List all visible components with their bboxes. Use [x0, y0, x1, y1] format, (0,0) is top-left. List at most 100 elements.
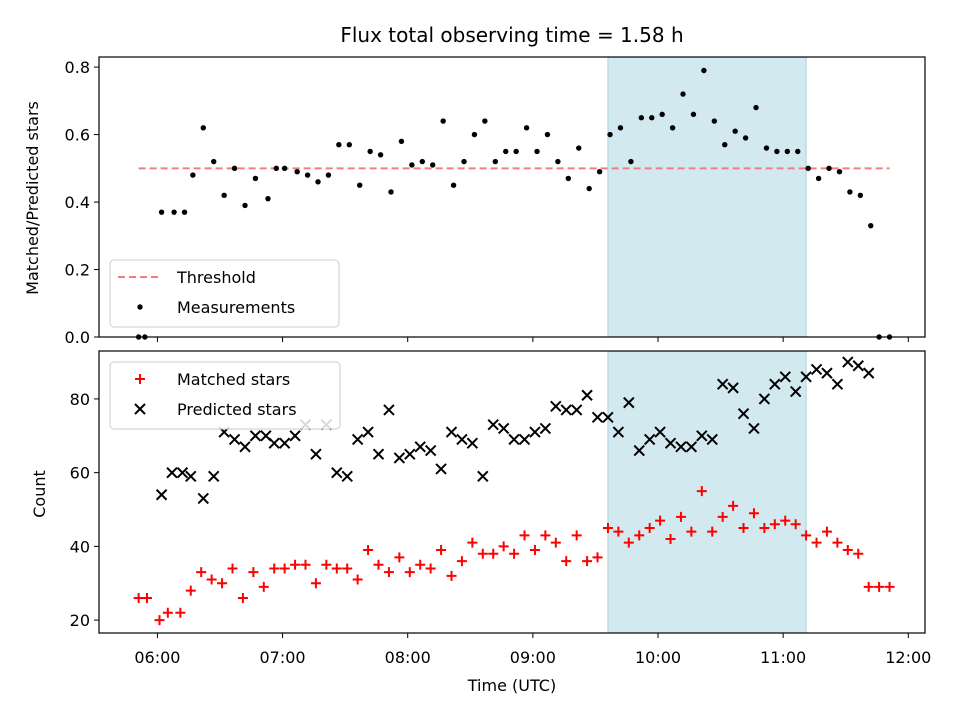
matched-stars-point — [540, 530, 551, 541]
measurement-point — [200, 125, 206, 131]
matched-stars-point — [801, 530, 812, 541]
measurement-point — [171, 209, 177, 215]
measurement-point — [680, 91, 686, 97]
matched-stars-point — [832, 537, 843, 548]
matched-stars-point — [279, 563, 290, 574]
matched-stars-point — [884, 581, 895, 592]
measurement-point — [503, 148, 509, 155]
matched-stars-point — [363, 545, 374, 556]
legend-label: Threshold — [176, 268, 256, 287]
measurement-point — [617, 125, 624, 131]
measurement-point — [711, 118, 718, 124]
measurement-point — [211, 158, 217, 165]
matched-stars-point — [707, 526, 718, 537]
measurement-point — [836, 168, 843, 175]
predicted-stars-point — [155, 489, 168, 501]
matched-stars-point — [477, 548, 488, 559]
matched-stars-point — [141, 592, 152, 603]
matched-stars-point — [728, 500, 739, 511]
matched-stars-point — [571, 530, 582, 541]
predicted-stars-point — [185, 470, 197, 483]
matched-stars-point — [488, 548, 499, 559]
legend-label: Measurements — [177, 298, 295, 317]
predicted-stars-point — [310, 448, 322, 460]
matched-stars-point — [456, 556, 467, 567]
predicted-stars-point — [821, 367, 833, 379]
predicted-stars-point — [362, 426, 374, 438]
legend-measurements-swatch — [137, 304, 143, 310]
predicted-stars-point — [664, 437, 677, 449]
measurement-point — [492, 158, 499, 165]
predicted-stars-point — [800, 371, 812, 383]
matched-stars-point — [842, 545, 853, 556]
matched-stars-point — [415, 559, 426, 570]
legend-predicted-swatch — [134, 403, 146, 415]
matched-stars-point — [248, 567, 259, 578]
matched-stars-point — [394, 552, 405, 563]
matched-stars-point — [561, 556, 572, 567]
matched-stars-point — [237, 592, 248, 603]
predicted-stars-point — [696, 430, 708, 442]
measurement-point — [471, 131, 478, 138]
matched-stars-point — [874, 581, 885, 592]
matched-stars-point — [717, 511, 728, 522]
measurement-point — [669, 125, 676, 131]
matched-stars-point — [227, 563, 238, 574]
y-tick-label: 20 — [70, 611, 90, 630]
predicted-stars-point — [197, 492, 210, 505]
bottom-count-panel: 20 40 60 80 06:00 07:00 08:00 09:00 10:00 11:00 12… — [70, 350, 931, 667]
matched-stars-point — [780, 515, 791, 526]
predicted-stars-point — [539, 422, 552, 435]
matched-stars-point — [133, 592, 144, 603]
x-tick-label: 10:00 — [635, 648, 681, 667]
measurement-point — [826, 165, 832, 172]
predicted-stars-point — [779, 371, 791, 383]
measurement-point — [221, 192, 227, 199]
legend-label: Matched stars — [177, 370, 290, 389]
predicted-stars-point — [497, 422, 510, 435]
measurement-point — [555, 158, 561, 165]
axes-frame — [98, 350, 926, 634]
measurement-point — [181, 209, 188, 215]
measurement-point — [690, 111, 697, 118]
matched-stars-point — [509, 548, 520, 559]
predicted-stars-point — [758, 393, 771, 405]
measurement-point — [847, 189, 853, 195]
x-tick-label: 09:00 — [510, 648, 556, 667]
measurement-point — [440, 118, 446, 124]
matched-stars-point — [498, 541, 509, 552]
predicted-stars-point — [372, 448, 385, 460]
measurement-point — [742, 135, 749, 141]
matched-stars-point — [519, 530, 530, 541]
measurement-point — [513, 148, 519, 155]
y-tick-label: 60 — [70, 464, 90, 483]
matched-stars-point — [467, 537, 478, 548]
x-tick-label: 11:00 — [760, 648, 806, 667]
measurement-point — [565, 175, 572, 182]
predicted-stars-point — [842, 356, 854, 368]
legend-box — [109, 259, 340, 328]
predicted-stars-point — [393, 452, 406, 464]
matched-stars-point — [602, 522, 613, 533]
predicted-stars-point — [508, 433, 520, 446]
matched-stars-point — [404, 567, 415, 578]
matched-stars-point — [206, 574, 217, 585]
matched-stars-point — [310, 578, 321, 589]
measurement-point — [722, 142, 728, 148]
matched-stars-point — [811, 537, 822, 548]
measurement-point — [659, 111, 665, 118]
predicted-stars-point — [268, 437, 280, 449]
matched-stars-point — [185, 585, 196, 596]
bottom-y-axis-label: Count — [30, 470, 49, 518]
predicted-stars-point — [404, 448, 416, 460]
predicted-stars-point — [591, 411, 604, 424]
observing-window-span — [607, 350, 807, 634]
predicted-stars-point — [633, 444, 645, 457]
x-tick-label: 06:00 — [134, 648, 180, 667]
predicted-stars-point — [810, 363, 823, 376]
matched-stars-point — [331, 563, 342, 574]
measurement-point — [367, 148, 373, 155]
predicted-stars-point — [289, 430, 301, 442]
predicted-stars-point — [278, 437, 291, 449]
measurement-point — [231, 165, 238, 172]
